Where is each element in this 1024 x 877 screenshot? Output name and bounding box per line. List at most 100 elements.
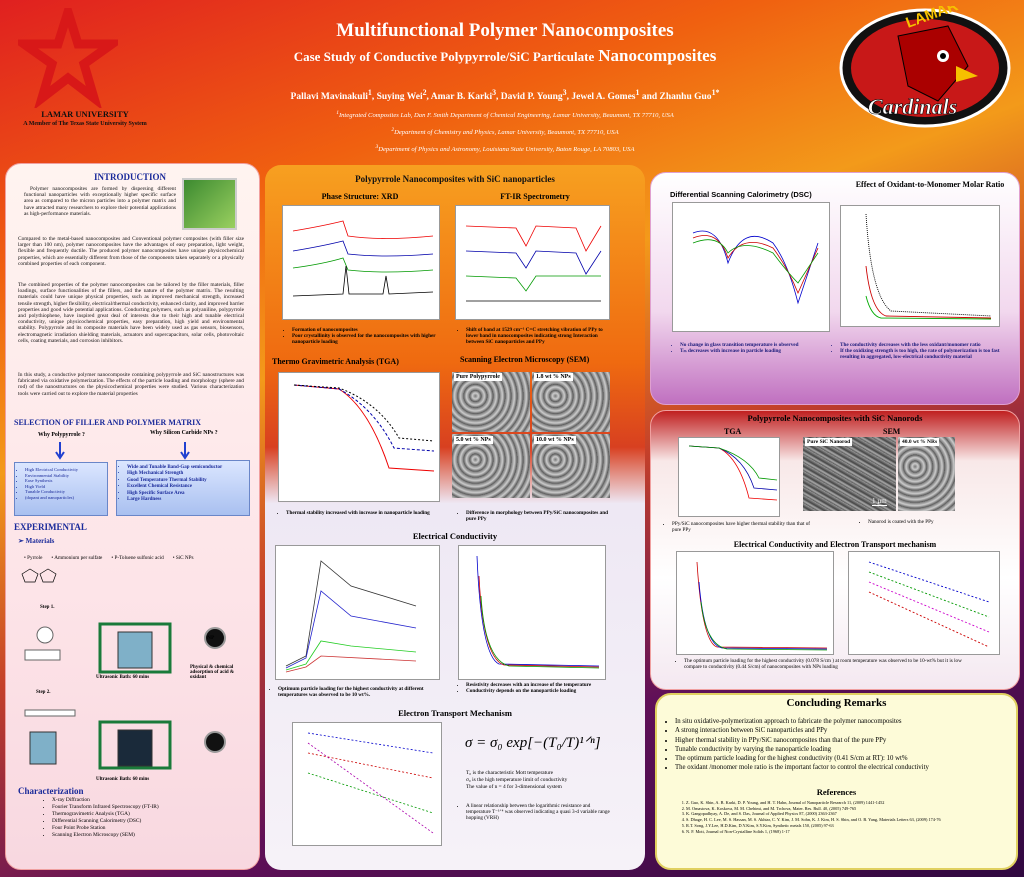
list-item: Tunable conductivity by varying the nano… (675, 745, 1012, 754)
box: High Electrical ConductivityEnvironmenta… (14, 462, 108, 516)
arrows (55, 442, 190, 460)
section-heading: Electrical Conductivity (412, 531, 498, 541)
list-item: A linear relationship between the logari… (466, 803, 616, 822)
nanorod-conductivity-figure (676, 551, 834, 655)
sem-image (803, 437, 896, 511)
figure-title: Thermo Gravimetric Analysis (TGA) (272, 357, 399, 366)
sem-image (532, 372, 610, 432)
formula: σ = σ₀ exp[−(T₀/T)¹ᐟⁿ] (465, 735, 601, 751)
subtitle: Case Study of Conductive Polypyrrole/SiC… (180, 46, 830, 66)
material-name: Pyrrole (27, 555, 43, 561)
list: X-ray DiffractionFourier Transform Infra… (44, 797, 159, 839)
affiliation-sup: 1 (336, 110, 339, 116)
author-name: David P. Young (500, 92, 563, 103)
intro-heading: INTRODUCTION (93, 172, 166, 182)
affiliation: 3Department of Physics and Astronomy, Lo… (180, 140, 830, 157)
affiliation: 1Integrated Composites Lab, Dan F. Smith… (180, 106, 830, 123)
list: PPy/SiC nanocomposites have higher therm… (664, 521, 814, 533)
intro-paragraph: Polymer nanocomposites are formed by dis… (24, 186, 176, 217)
authors: Pallavi Mavinakuli1, Suying Wei2, Amar B… (290, 88, 720, 103)
step: Step 1. (40, 605, 55, 610)
sem-image (452, 372, 530, 432)
list-item: Nanorod is coated with the PPy (868, 519, 1010, 525)
list-item: Scanning Electron Microscopy (SEM) (52, 832, 159, 839)
list-item: High Specific Surface Area (127, 491, 247, 497)
list: Thermal stability increased with increas… (278, 510, 443, 516)
list: Shift of band at 1529 cm⁻¹ C=C stretchin… (458, 327, 613, 346)
university-logo (18, 8, 118, 108)
transport-figure (292, 722, 442, 846)
list-item: R.T. Song, J.Y.Lee, H.D.Kim, D.Y.Kim, S.… (686, 823, 974, 829)
conductivity-figure (275, 545, 440, 680)
section-heading: Polypyrrole Nanocomposites with SiC Nano… (747, 413, 923, 423)
list-item: Higher thermal stability in PPy/SiC nano… (675, 736, 1012, 745)
question: Why Polypyrrole ? (38, 432, 85, 438)
university-sub: A Member of The Texas State University S… (23, 121, 147, 127)
author-sup: 3 (492, 88, 497, 97)
list: Nanorod is coated with the PPy (860, 519, 1010, 525)
list-item: M. Omastova, K. Koskova, M. M. Chehimi, … (686, 806, 974, 812)
list-item: High Yield (25, 484, 105, 490)
author-sup: 2 (422, 88, 427, 97)
list: High Electrical ConductivityEnvironmenta… (17, 467, 105, 501)
list: Formation of nanocompositesPoor crystall… (284, 327, 444, 346)
list-item: Difference in morphology between PPy/SiC… (466, 510, 618, 522)
list-item: Wide and Tunable Band-Gap semiconductor (127, 465, 247, 471)
affiliation-sup: 3 (375, 144, 379, 151)
list-item: Thermal stability increased with increas… (286, 510, 443, 516)
sem-label: 1.8 wt % NPs (534, 373, 573, 381)
intro-paragraph: The combined properties of the polymer n… (18, 282, 244, 344)
author-name: Zhanhu Guo (659, 92, 712, 103)
list-item: Optimum particle loading for the highest… (278, 686, 440, 698)
section-heading: Electrical Conductivity and Electron Tra… (733, 540, 937, 549)
list: The optimum particle loading for the hig… (676, 658, 976, 670)
formula-notes: T₀ is the characteristic Mott temperatur… (466, 770, 616, 791)
sem-image (532, 434, 610, 498)
list-item: Poor crystallinity is observed for the n… (292, 333, 444, 345)
selection-heading: SELECTION OF FILLER AND POLYMER MATRIX (14, 418, 202, 427)
list-item: Fourier Transform Infrared Spectroscopy … (52, 804, 159, 811)
figure-title: Phase Structure: XRD (321, 192, 399, 201)
procedure-drawing (21, 568, 226, 770)
nanorod-tga-figure (678, 437, 780, 517)
list-item: A strong interaction between SiC nanopar… (675, 726, 1012, 735)
list: A linear relationship between the logari… (458, 803, 616, 822)
question: Why Silicon Carbide NPs ? (150, 430, 218, 436)
material: • SiC NPs (172, 555, 194, 561)
figure-title: FT-IR Spectrometry (500, 192, 570, 201)
experimental-heading: EXPERIMENTAL (14, 522, 87, 532)
list-item: Four Point Probe Station (52, 825, 159, 832)
list-item: PPy/SiC nanocomposites have higher therm… (672, 521, 814, 533)
mascot-logo: LAMAR Cardinals (839, 6, 1011, 128)
affiliation-text: Department of Physics and Astronomy, Lou… (378, 146, 635, 154)
list-item: Ease Synthesis (25, 478, 105, 484)
ftir-figure (455, 205, 610, 320)
materials-heading: ➢ Materials (18, 537, 55, 545)
sem-label: Pure SiC Nanorod (805, 438, 853, 446)
list-item: Good Temperature Thermal Stability (127, 478, 247, 484)
resistivity-figure (458, 545, 606, 680)
figure-title: Scanning Electron Microscopy (SEM) (460, 355, 590, 364)
university-name: LAMAR UNIVERSITY (41, 109, 129, 119)
formula-note: The value of n = 4 for 3-dimensional sys… (466, 784, 562, 790)
bath-label: Ultrasonic Bath: 60 mins (96, 675, 150, 680)
list-item: The optimum particle loading for the hig… (684, 658, 976, 670)
list-item: The oxidant /monomer mole ratio is the i… (675, 763, 1012, 772)
list-item: X-ray Diffraction (52, 797, 159, 804)
conclusion-heading: Concluding Remarks (786, 697, 887, 709)
list-item: If the oxidizing strength is too high, t… (840, 348, 1012, 360)
list-item: N. F. Mott, Journal of Non-Crystalline S… (686, 829, 974, 835)
author-name: Pallavi Mavinakuli (290, 92, 368, 103)
list-item: High Mechanical Strength (127, 471, 247, 477)
sem-label: 40.0 wt % NRs (900, 438, 940, 446)
figure-title: SEM (883, 427, 901, 436)
affiliation-sup: 2 (391, 127, 395, 134)
list: In situ oxidative-polymerization approac… (667, 717, 1012, 773)
affiliations: 1Integrated Composites Lab, Dan F. Smith… (180, 106, 830, 158)
list-item: Large Hardness (127, 497, 247, 503)
bath-label: Ultrasonic Bath: 60 mins (96, 777, 150, 782)
sem-image (452, 434, 530, 498)
subtitle-b: Nanocomposites (598, 46, 717, 65)
author-join: and (641, 92, 658, 103)
